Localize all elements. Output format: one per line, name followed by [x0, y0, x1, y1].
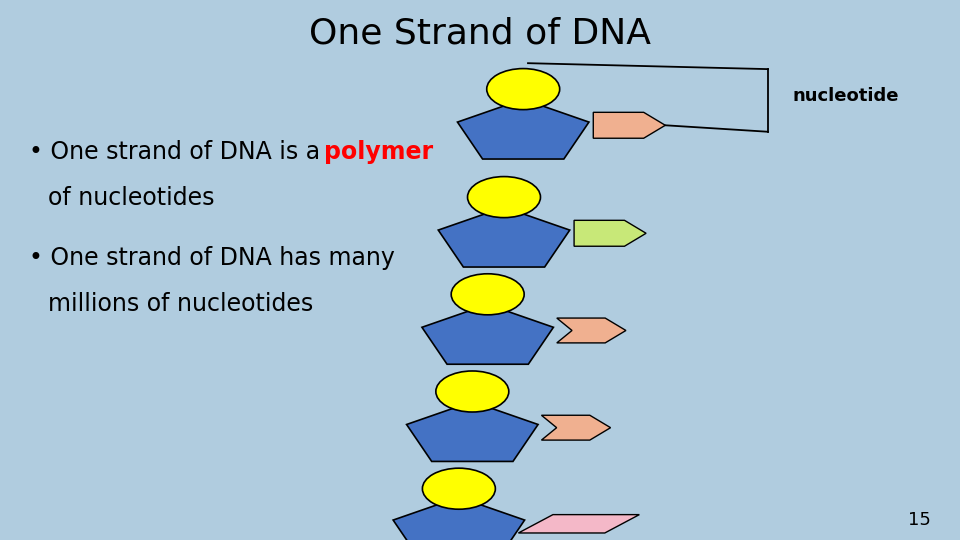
Text: millions of nucleotides: millions of nucleotides [48, 292, 313, 315]
Polygon shape [458, 99, 588, 159]
Polygon shape [439, 207, 569, 267]
Circle shape [436, 371, 509, 412]
Text: polymer: polymer [324, 140, 433, 164]
Text: nucleotide: nucleotide [792, 87, 899, 105]
Circle shape [451, 274, 524, 315]
Polygon shape [557, 318, 626, 343]
Text: of nucleotides: of nucleotides [48, 186, 214, 210]
Polygon shape [593, 112, 665, 138]
Text: One Strand of DNA: One Strand of DNA [309, 16, 651, 50]
Polygon shape [394, 497, 524, 540]
Polygon shape [518, 515, 639, 533]
Text: • One strand of DNA has many: • One strand of DNA has many [29, 246, 395, 269]
Polygon shape [574, 220, 646, 246]
Text: 15: 15 [908, 511, 931, 529]
Polygon shape [541, 415, 611, 440]
Polygon shape [407, 402, 538, 462]
Text: • One strand of DNA is a: • One strand of DNA is a [29, 140, 327, 164]
Circle shape [422, 468, 495, 509]
Circle shape [468, 177, 540, 218]
Circle shape [487, 69, 560, 110]
Polygon shape [422, 305, 553, 364]
